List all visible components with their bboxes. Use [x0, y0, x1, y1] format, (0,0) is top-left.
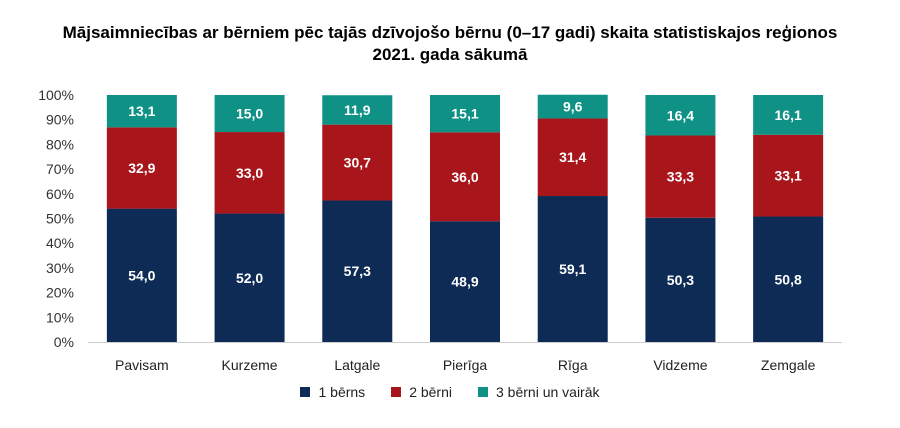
- x-tick-label-1: Kurzeme: [222, 357, 278, 373]
- data-label-3-5: 16,4: [667, 107, 694, 123]
- x-tick-label-2: Latgale: [334, 357, 380, 373]
- bar-2-0: [106, 127, 177, 209]
- bar-3-2: [322, 95, 393, 125]
- data-label-2-3: 36,0: [451, 169, 478, 185]
- bar-2-1: [214, 132, 285, 214]
- x-tick-label-6: Zemgale: [761, 357, 816, 373]
- bar-3-1: [214, 95, 285, 133]
- data-label-1-3: 48,9: [451, 274, 478, 290]
- chart-subtitle: 2021. gada sākumā: [372, 45, 528, 64]
- bar-2-3: [430, 132, 500, 222]
- data-label-1-0: 54,0: [128, 267, 155, 283]
- y-tick-label-1: 10%: [46, 309, 74, 325]
- data-label-1-2: 57,3: [344, 263, 371, 279]
- bar-1-3: [430, 221, 500, 342]
- data-label-2-0: 32,9: [128, 160, 155, 176]
- bar-3-5: [645, 95, 716, 136]
- data-label-1-5: 50,3: [667, 272, 694, 288]
- data-label-3-1: 15,0: [236, 106, 263, 122]
- data-label-3-0: 13,1: [128, 103, 155, 119]
- y-tick-label-0: 0%: [54, 334, 74, 350]
- legend-swatch-3: [478, 387, 488, 397]
- legend-label-1: 1 bērns: [318, 384, 366, 400]
- chart-title: Mājsaimniecības ar bērniem pēc tajās dzī…: [0, 22, 900, 66]
- chart-legend: 1 bērns 2 bērni 3 bērni un vairāk: [0, 384, 900, 400]
- legend-swatch-2: [391, 387, 402, 397]
- legend-item-3: 3 bērni un vairāk: [478, 384, 600, 400]
- bar-1-4: [537, 196, 608, 342]
- data-label-3-6: 16,1: [775, 107, 802, 123]
- bar-3-4: [537, 94, 608, 119]
- data-label-3-2: 11,9: [344, 102, 371, 118]
- legend-label-2: 2 bērni: [409, 384, 452, 400]
- y-tick-label-5: 50%: [46, 211, 74, 227]
- y-tick-label-4: 40%: [46, 235, 74, 251]
- bar-2-6: [753, 134, 824, 217]
- legend-item-2: 2 bērni: [391, 384, 452, 400]
- bar-1-6: [753, 216, 824, 342]
- data-label-3-4: 9,6: [563, 99, 583, 115]
- y-tick-label-8: 80%: [46, 136, 74, 152]
- y-tick-label-7: 70%: [46, 161, 74, 177]
- legend-item-1: 1 bērns: [300, 384, 365, 400]
- bar-1-1: [214, 213, 285, 342]
- y-tick-label-3: 30%: [46, 260, 74, 276]
- bar-2-5: [645, 135, 716, 218]
- data-label-3-3: 15,1: [451, 106, 478, 122]
- data-label-2-1: 33,0: [236, 165, 263, 181]
- bar-3-3: [430, 95, 500, 133]
- y-tick-label-2: 20%: [46, 285, 74, 301]
- x-tick-label-5: Vidzeme: [653, 357, 707, 373]
- bar-2-2: [322, 124, 393, 201]
- data-label-1-1: 52,0: [236, 270, 263, 286]
- y-tick-label-10: 100%: [38, 87, 74, 103]
- y-tick-label-9: 90%: [46, 112, 74, 128]
- data-label-2-4: 31,4: [559, 149, 586, 165]
- legend-swatch-1: [300, 387, 311, 397]
- bar-3-0: [106, 95, 177, 128]
- data-label-1-4: 59,1: [559, 261, 586, 277]
- data-label-1-6: 50,8: [775, 271, 802, 287]
- data-label-2-5: 33,3: [667, 169, 694, 185]
- bar-1-2: [322, 200, 393, 342]
- x-tick-label-0: Pavisam: [115, 357, 169, 373]
- chart-title-line1: Mājsaimniecības ar bērniem pēc tajās dzī…: [62, 23, 838, 42]
- y-tick-label-6: 60%: [46, 186, 74, 202]
- bar-1-5: [645, 217, 716, 342]
- x-tick-label-4: Rīga: [558, 357, 588, 373]
- x-tick-label-3: Pierīga: [443, 357, 488, 373]
- data-label-2-6: 33,1: [775, 168, 802, 184]
- data-label-2-2: 30,7: [344, 155, 371, 171]
- bar-1-0: [106, 208, 177, 342]
- bar-3-6: [753, 95, 824, 135]
- bar-2-4: [537, 118, 608, 197]
- legend-label-3: 3 bērni un vairāk: [496, 384, 600, 400]
